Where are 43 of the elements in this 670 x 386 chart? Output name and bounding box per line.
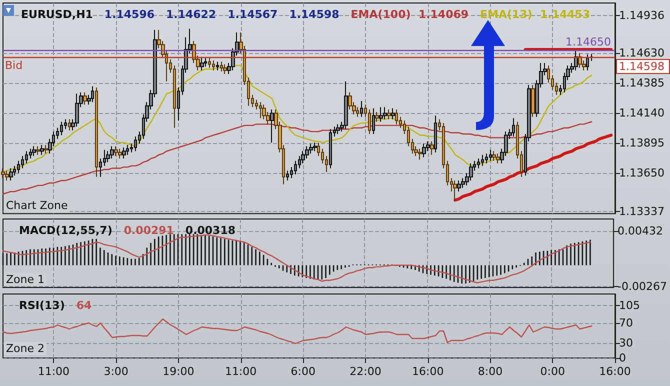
text: EMA(100) (350, 8, 411, 21)
x-tick-label: 8:00 (478, 365, 503, 378)
y-tick-label: 0.00432 (618, 224, 664, 238)
annotation: Chart Zone (6, 199, 68, 212)
y-tick-label: 1.14140 (619, 106, 664, 120)
text: EMA(13) (480, 8, 532, 21)
annotation: Zone 2 (6, 342, 44, 355)
x-tick-label: 11:00 (38, 365, 70, 378)
annotation: 0.00318 (185, 224, 236, 237)
chart-title: MACD(12,55,7) (19, 224, 112, 237)
annotation: 1.14567 (228, 8, 278, 21)
ref-line-label: Bid (5, 59, 23, 72)
annotation: 1.14622 (166, 8, 216, 21)
annotation: 0.00291 (124, 224, 174, 237)
x-tick-label: 6:00 (290, 365, 316, 378)
annotation: Zone 1 (6, 273, 44, 286)
text: RSI(13) (19, 299, 65, 312)
annotation: 1.14453 (540, 8, 590, 21)
y-tick-label: 30 (619, 336, 633, 350)
annotation: 1.14598 (289, 8, 340, 21)
y-tick-label: 1.14936 (619, 9, 664, 22)
text: EURUSD,H1 (21, 8, 93, 21)
x-tick-label: 22:00 (350, 365, 382, 378)
y-tick-label: 0 (619, 352, 626, 364)
y-tick-label: 1.13895 (619, 136, 664, 150)
ref-line-label: 1.14650 (566, 36, 611, 49)
y-tick-label: -0.00267 (618, 280, 668, 293)
annotation: 64 (76, 299, 92, 312)
y-tick-label: 1.13650 (619, 166, 664, 180)
y-tick-label: 70 (619, 316, 633, 330)
x-tick-label: 0:00 (540, 365, 565, 378)
y-tick-label: 105 (619, 299, 640, 312)
text: 1.14598 (619, 60, 664, 73)
x-tick-label: 16:00 (599, 365, 631, 378)
y-tick-label: 1.13337 (619, 205, 664, 218)
x-tick-label: 19:00 (162, 365, 194, 378)
x-tick-label: 11:00 (224, 365, 257, 378)
y-tick-label: 1.14385 (619, 76, 664, 90)
y-tick-label: 1.14630 (619, 46, 664, 60)
annotation: 1.14596 (104, 8, 155, 21)
x-tick-label: 3:00 (104, 365, 128, 378)
annotation: 1.14069 (418, 8, 469, 21)
x-tick-label: 16:00 (412, 365, 444, 378)
